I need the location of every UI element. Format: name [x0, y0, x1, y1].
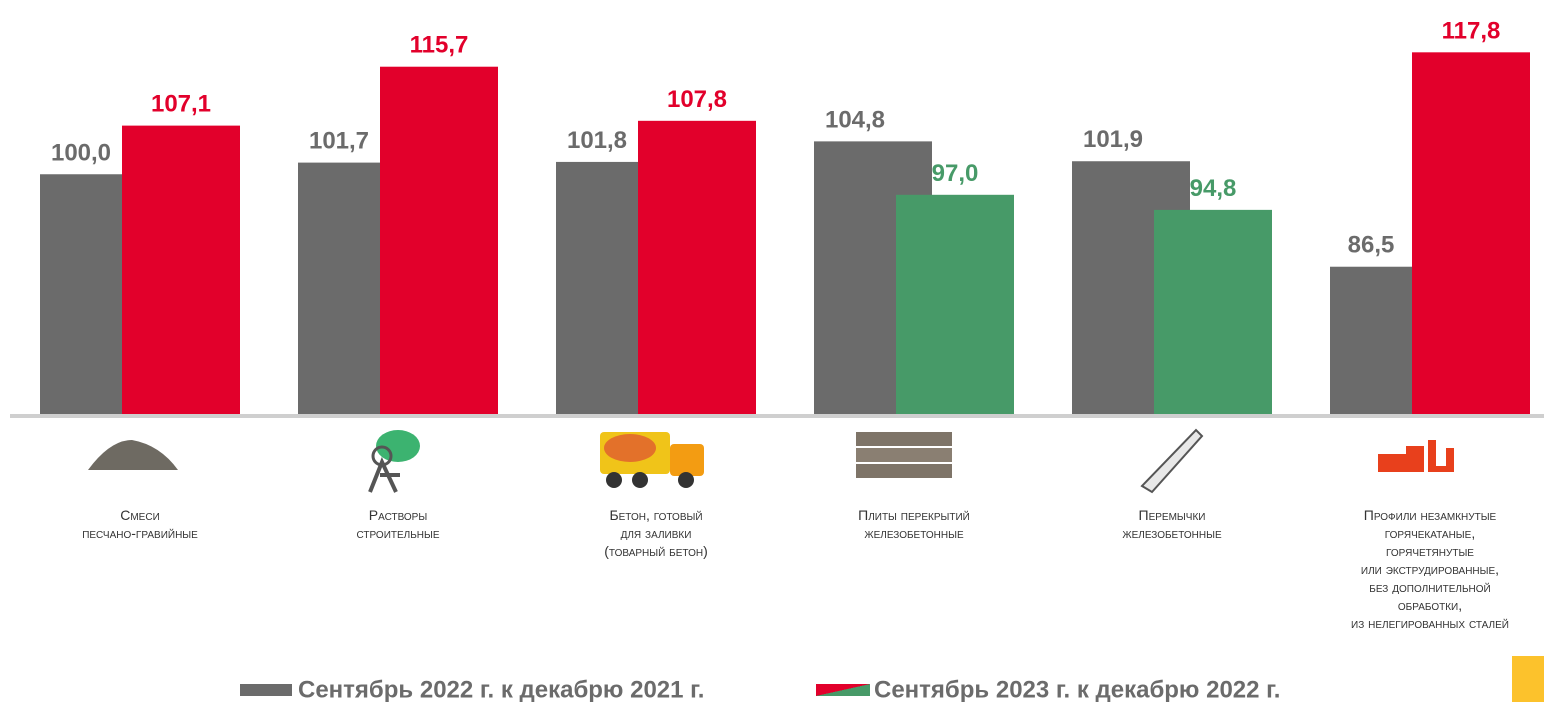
icon-mixer	[368, 430, 420, 493]
value-label: 101,8	[567, 127, 627, 154]
value-label: 101,7	[309, 128, 369, 155]
bar	[122, 125, 240, 415]
value-label: 107,1	[151, 91, 211, 118]
legend-swatch	[816, 684, 870, 696]
category-label: Бетон, готовый для заливки (товарный бет…	[604, 507, 708, 559]
value-label: 100,0	[51, 139, 111, 166]
bar	[896, 194, 1014, 414]
category-label: Профили незамкнутые горячекатаные, горяч…	[1351, 507, 1509, 631]
value-label: 86,5	[1348, 232, 1395, 259]
category-label: Растворы строительные	[356, 507, 440, 541]
icon-beam	[1140, 428, 1204, 494]
legend-label: Сентябрь 2022 г. к декабрю 2021 г.	[298, 676, 704, 702]
bar	[1412, 52, 1530, 414]
icon-profiles	[1378, 440, 1454, 472]
value-label: 115,7	[410, 32, 469, 59]
category-label: Перемычки железобетонные	[1122, 507, 1222, 541]
value-label: 107,8	[667, 86, 727, 113]
icon-truck	[600, 432, 704, 488]
value-label: 97,0	[932, 160, 979, 187]
category-label: Плиты перекрытий железобетонные	[858, 507, 970, 541]
value-label: 101,9	[1083, 126, 1143, 153]
icon-slabs	[856, 432, 952, 478]
legend-swatch	[240, 684, 292, 696]
value-label: 117,8	[1442, 17, 1501, 44]
legend-label: Сентябрь 2023 г. к декабрю 2022 г.	[874, 676, 1280, 702]
bar	[638, 120, 756, 414]
bar	[1154, 209, 1272, 414]
value-label: 104,8	[825, 106, 885, 133]
bar	[380, 66, 498, 414]
icon-sand	[88, 440, 178, 470]
corner-tab	[1512, 656, 1544, 702]
category-label: Смеси песчано-гравийные	[82, 507, 198, 541]
value-label: 94,8	[1190, 175, 1237, 202]
icons	[88, 428, 1454, 494]
